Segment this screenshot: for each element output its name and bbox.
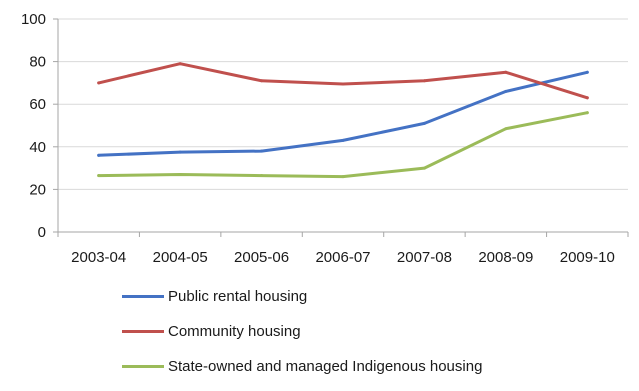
data-point bbox=[260, 174, 264, 178]
data-point bbox=[178, 172, 182, 176]
y-tick-label: 80 bbox=[29, 54, 46, 71]
x-tick-label: 2009-10 bbox=[560, 249, 615, 266]
legend-label-community: Community housing bbox=[168, 322, 301, 340]
line-chart: 0 20 40 60 80 100 2003-04 2004-05 2005-06 2006-0… bbox=[21, 11, 629, 375]
data-point bbox=[422, 79, 426, 83]
x-tick-labels: 2003-04 2004-05 2005-06 2006-07 2007-08 2008-… bbox=[71, 249, 615, 266]
series-line-2 bbox=[97, 111, 589, 179]
data-point bbox=[178, 62, 182, 66]
data-point bbox=[422, 121, 426, 125]
data-point bbox=[504, 70, 508, 74]
legend-item-community: Community housing bbox=[122, 321, 482, 341]
x-tick-label: 2004-05 bbox=[153, 249, 208, 266]
x-tick-label: 2006-07 bbox=[315, 249, 370, 266]
data-point bbox=[585, 111, 589, 115]
x-tick-label: 2007-08 bbox=[397, 249, 452, 266]
data-point bbox=[585, 70, 589, 74]
data-point bbox=[178, 150, 182, 154]
data-point bbox=[422, 166, 426, 170]
legend: Public rental housing Community housing … bbox=[122, 286, 482, 391]
legend-item-public-rental: Public rental housing bbox=[122, 286, 482, 306]
y-tick-labels: 0 20 40 60 80 100 bbox=[21, 11, 46, 241]
series-line-1 bbox=[97, 62, 589, 100]
data-point bbox=[97, 174, 101, 178]
y-tick-label: 100 bbox=[21, 11, 46, 28]
data-point bbox=[341, 175, 345, 179]
data-point bbox=[504, 89, 508, 93]
legend-swatch-public-rental bbox=[122, 294, 164, 298]
data-point bbox=[504, 127, 508, 131]
x-tick-label: 2003-04 bbox=[71, 249, 126, 266]
y-tick-label: 0 bbox=[38, 224, 46, 241]
y-tick-label: 20 bbox=[29, 181, 46, 198]
data-point bbox=[260, 79, 264, 83]
data-point bbox=[97, 81, 101, 85]
data-point bbox=[585, 96, 589, 100]
x-tick-label: 2008-09 bbox=[478, 249, 533, 266]
axes bbox=[53, 18, 629, 237]
data-point bbox=[341, 138, 345, 142]
legend-label-indigenous: State-owned and managed Indigenous housi… bbox=[168, 357, 483, 375]
data-point bbox=[97, 153, 101, 157]
x-tick-label: 2005-06 bbox=[234, 249, 289, 266]
y-tick-label: 60 bbox=[29, 96, 46, 113]
series-lines bbox=[97, 62, 589, 179]
y-tick-label: 40 bbox=[29, 139, 46, 156]
legend-item-indigenous: State-owned and managed Indigenous housi… bbox=[122, 356, 482, 376]
data-point bbox=[260, 149, 264, 153]
legend-swatch-indigenous bbox=[122, 364, 164, 368]
legend-label-public-rental: Public rental housing bbox=[168, 287, 308, 305]
data-point bbox=[341, 82, 345, 86]
legend-swatch-community bbox=[122, 329, 164, 333]
gridlines bbox=[58, 18, 628, 190]
chart-canvas: 0 20 40 60 80 100 2003-04 2004-05 2005-06 2006-0… bbox=[21, 11, 629, 266]
